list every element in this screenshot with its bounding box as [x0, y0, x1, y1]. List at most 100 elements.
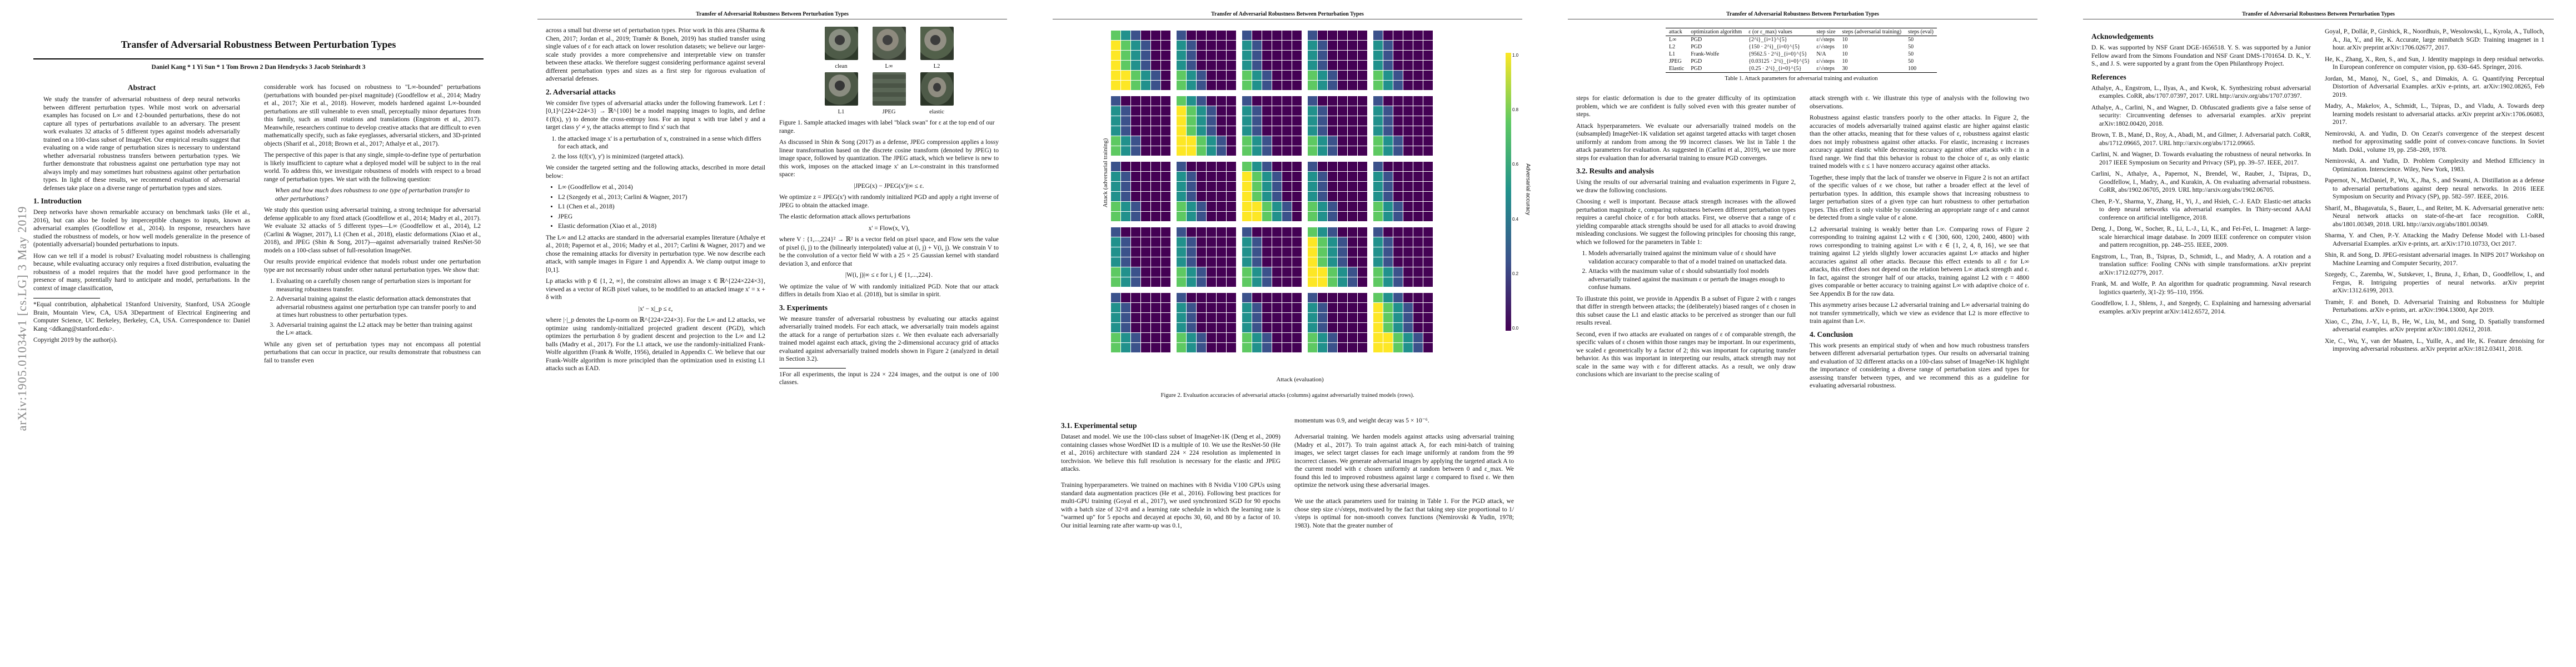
- heatmap-cell: [1197, 162, 1206, 171]
- heatmap-cell: [1217, 257, 1226, 267]
- heatmap-cell: [1262, 333, 1272, 342]
- heatmap-cell: [1207, 333, 1216, 342]
- heatmap-cell: [1393, 267, 1403, 277]
- heatmap-cell: [1308, 162, 1317, 171]
- heatmap-cell: [1318, 202, 1327, 211]
- p2-paragraph-6: where |·|_p denotes the Lp-norm on ℝ^{22…: [546, 317, 765, 372]
- heatmap-cell: [1338, 71, 1347, 80]
- heatmap-cell: [1348, 227, 1357, 237]
- heatmap-cell: [1328, 41, 1337, 50]
- heatmap-cell: [1141, 212, 1150, 221]
- heatmap-cell: [1348, 202, 1357, 211]
- heatmap-cell: [1393, 162, 1403, 171]
- attack-parameters-table: attack optimization algorithm ε (or ε_ma…: [1666, 28, 1937, 73]
- heatmap-cell: [1131, 51, 1140, 60]
- conclusion-text: This work presents an empirical study of…: [1810, 342, 2029, 390]
- p4-paragraph-1: steps for elastic deformation is due to …: [1576, 95, 1796, 118]
- heatmap-cell: [1383, 227, 1393, 237]
- heatmap-cell: [1282, 96, 1292, 106]
- attack-item: L2 (Szegedy et al., 2013; Carlini & Wagn…: [558, 193, 765, 202]
- table-header: optimization algorithm: [1691, 29, 1742, 35]
- heatmap-cell: [1403, 192, 1413, 201]
- col2-paragraph-2: The perspective of this paper is that an…: [264, 152, 481, 183]
- heatmap-cell: [1338, 293, 1347, 302]
- heatmap-cell: [1282, 212, 1292, 221]
- heatmap-cell: [1111, 182, 1120, 191]
- heatmap-cell: [1187, 192, 1196, 201]
- heatmap-cell: [1227, 202, 1236, 211]
- heatmap-cell: [1393, 343, 1403, 352]
- heatmap-cell: [1292, 333, 1302, 342]
- heatmap-cell: [1403, 227, 1413, 237]
- figure-1-label: JPEG: [882, 109, 896, 115]
- heatmap-cell: [1308, 303, 1317, 312]
- heatmap-cell: [1217, 116, 1226, 126]
- heatmap-cell: [1227, 343, 1236, 352]
- heatmap-cell: [1262, 61, 1272, 70]
- heatmap-cell: [1197, 257, 1206, 267]
- heatmap-cell: [1227, 237, 1236, 247]
- heatmap-cell: [1328, 81, 1337, 90]
- heatmap-cell: [1252, 227, 1262, 237]
- p2r-paragraph-5: We optimize the value of W with randomly…: [779, 283, 999, 298]
- reference-list: Goyal, P., Dollár, P., Girshick, R., Noo…: [2325, 28, 2544, 354]
- table-cell: L1: [1669, 51, 1676, 57]
- heatmap-cell: [1308, 202, 1317, 211]
- heatmap-cell: [1413, 303, 1423, 312]
- heatmap-cell: [1227, 172, 1236, 181]
- heatmap-cell: [1272, 212, 1282, 221]
- heatmap-cell: [1358, 237, 1367, 247]
- heatmap-cell: [1272, 116, 1282, 126]
- heatmap-cell: [1217, 277, 1226, 287]
- heatmap-cell: [1413, 343, 1423, 352]
- heatmap-cell: [1383, 192, 1393, 201]
- heatmap-cell: [1383, 136, 1393, 146]
- reference-item: Nemirovski, A. and Yudin, D. Problem Com…: [2325, 158, 2544, 173]
- heatmap-cell: [1141, 202, 1150, 211]
- heatmap-cell: [1141, 81, 1150, 90]
- heatmap-cell: [1403, 212, 1413, 221]
- table-cell: JPEG: [1669, 58, 1682, 64]
- reference-list: Athalye, A., Engstrom, L., Ilyas, A., an…: [2091, 84, 2311, 316]
- heatmap-cell: [1272, 182, 1282, 191]
- heatmap-cell: [1121, 182, 1130, 191]
- heatmap-cell: [1217, 61, 1226, 70]
- heatmap-cell: [1207, 277, 1216, 287]
- colorbar-tick: 0.6: [1512, 162, 1519, 167]
- heatmap-cell: [1348, 41, 1357, 50]
- heatmap-cell: [1308, 106, 1317, 116]
- heatmap-cell: [1151, 136, 1160, 146]
- heatmap-cell: [1187, 182, 1196, 191]
- heatmap-cell: [1197, 333, 1206, 342]
- heatmap-cell: [1282, 162, 1292, 171]
- heatmap-cell: [1252, 293, 1262, 302]
- heatmap-cell: [1393, 333, 1403, 342]
- heatmap-cell: [1318, 182, 1327, 191]
- heatmap-cell: [1373, 192, 1383, 201]
- heatmap-cell: [1227, 51, 1236, 60]
- reference-item: Papernot, N., McDaniel, P., Wu, X., Jha,…: [2325, 177, 2544, 200]
- heatmap-cell: [1111, 343, 1120, 352]
- heatmap-cell: [1383, 51, 1393, 60]
- finding-item: Adversarial training against the elastic…: [276, 295, 481, 320]
- heatmap-cell: [1328, 237, 1337, 247]
- attack-list: L∞ (Goodfellow et al., 2014) L2 (Szegedy…: [546, 183, 765, 231]
- heatmap-cell: [1373, 81, 1383, 90]
- heatmap-cell: [1227, 323, 1236, 332]
- heatmap-cell: [1207, 227, 1216, 237]
- heatmap-cell: [1292, 313, 1302, 322]
- heatmap-cell: [1292, 136, 1302, 146]
- heatmap-cell: [1308, 31, 1317, 40]
- heatmap-cell: [1338, 51, 1347, 60]
- reference-item: Xie, C., Wu, Y., van der Maaten, L., Yui…: [2325, 337, 2544, 353]
- heatmap-cell: [1151, 333, 1160, 342]
- table-header: ε (or ε_max) values: [1748, 29, 1792, 35]
- table-cell: 50: [1908, 51, 1914, 57]
- heatmap-cell: [1141, 61, 1150, 70]
- heatmap-cell: [1423, 313, 1433, 322]
- heatmap-cell: [1242, 303, 1252, 312]
- heatmap-cell: [1403, 313, 1413, 322]
- heatmap-cell: [1242, 293, 1252, 302]
- heatmap-cell: [1111, 51, 1120, 60]
- heatmap-cell: [1348, 237, 1357, 247]
